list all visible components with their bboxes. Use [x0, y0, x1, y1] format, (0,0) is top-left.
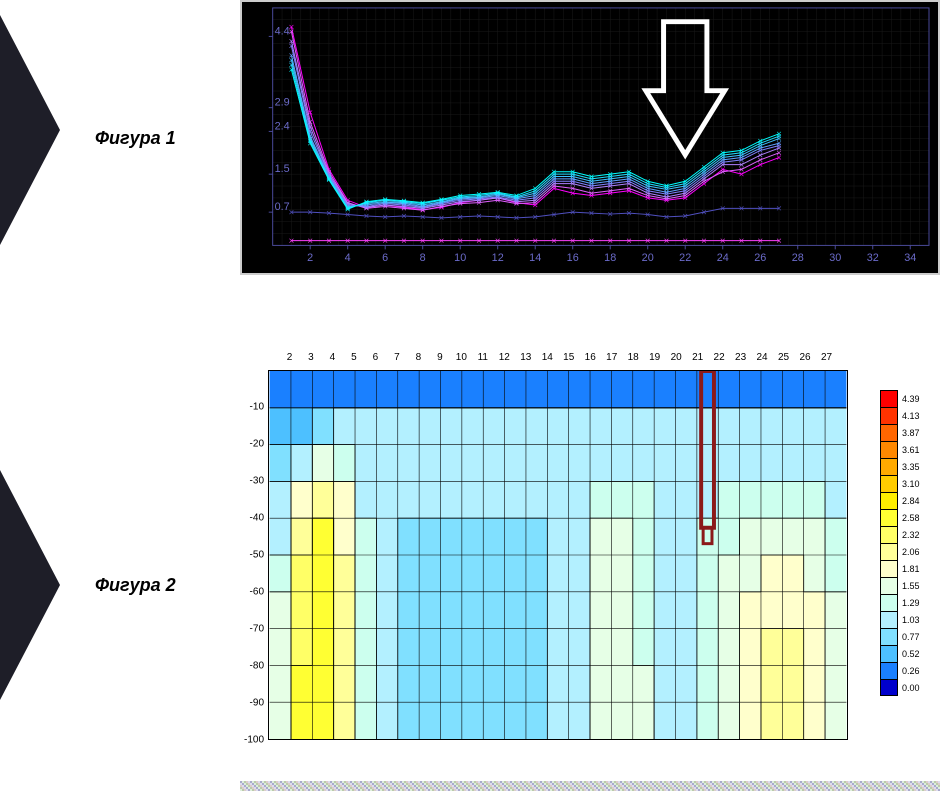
figure2-xtick: 4: [330, 352, 336, 363]
figure2-ytick: -60: [250, 587, 264, 598]
figure2-ytick: -20: [250, 439, 264, 450]
figure2-ytick: -90: [250, 698, 264, 709]
legend-swatch: 0.26: [880, 662, 940, 679]
figure1-label: Фигура 1: [95, 128, 176, 149]
figure2-xtick: 25: [778, 352, 789, 363]
figure2-xtick: 13: [520, 352, 531, 363]
svg-text:26: 26: [754, 252, 766, 264]
decor-chevron-1: [0, 15, 60, 245]
figure2-xtick: 5: [351, 352, 357, 363]
svg-text:32: 32: [867, 252, 879, 264]
svg-text:2.9: 2.9: [275, 97, 290, 109]
figure2-xtick: 18: [628, 352, 639, 363]
svg-text:2.4: 2.4: [275, 120, 290, 132]
figure2-colorbar: 4.394.133.873.613.353.102.842.582.322.06…: [880, 390, 940, 696]
figure2-chart: 2345678910111213141516171819202122232425…: [240, 350, 940, 760]
legend-swatch: 2.84: [880, 492, 940, 509]
svg-text:6: 6: [382, 252, 388, 264]
svg-text:1.5: 1.5: [275, 163, 290, 175]
svg-text:4.4: 4.4: [275, 25, 290, 37]
svg-text:20: 20: [642, 252, 654, 264]
legend-swatch: 1.29: [880, 594, 940, 611]
legend-swatch: 2.06: [880, 543, 940, 560]
figure2-xtick: 27: [821, 352, 832, 363]
figure2-xtick: 20: [671, 352, 682, 363]
figure2-xtick: 22: [714, 352, 725, 363]
svg-text:24: 24: [717, 252, 729, 264]
svg-text:22: 22: [679, 252, 691, 264]
figure2-ytick: -40: [250, 513, 264, 524]
svg-text:12: 12: [492, 252, 504, 264]
svg-text:18: 18: [604, 252, 616, 264]
legend-swatch: 1.03: [880, 611, 940, 628]
figure2-label: Фигура 2: [95, 575, 176, 596]
figure2-xtick: 19: [649, 352, 660, 363]
figure2-xtick: 7: [394, 352, 400, 363]
figure2-xtick: 17: [606, 352, 617, 363]
legend-swatch: 3.10: [880, 475, 940, 492]
figure2-xtick: 26: [799, 352, 810, 363]
legend-swatch: 3.61: [880, 441, 940, 458]
figure2-ytick: -10: [250, 402, 264, 413]
decor-chevron-2: [0, 470, 60, 700]
figure2-xtick: 2: [287, 352, 293, 363]
figure2-xtick: 14: [542, 352, 553, 363]
svg-text:34: 34: [904, 252, 916, 264]
bottom-noise-bar: [240, 778, 940, 788]
figure2-xtick: 6: [373, 352, 379, 363]
figure2-ytick: -30: [250, 476, 264, 487]
legend-swatch: 3.87: [880, 424, 940, 441]
figure2-xtick: 3: [308, 352, 314, 363]
svg-text:16: 16: [567, 252, 579, 264]
legend-swatch: 3.35: [880, 458, 940, 475]
figure2-ytick: -70: [250, 624, 264, 635]
figure2-xtick: 12: [499, 352, 510, 363]
legend-swatch: 1.81: [880, 560, 940, 577]
legend-swatch: 2.32: [880, 526, 940, 543]
svg-text:14: 14: [529, 252, 541, 264]
legend-swatch: 0.52: [880, 645, 940, 662]
legend-swatch: 1.55: [880, 577, 940, 594]
figure2-xtick: 9: [437, 352, 443, 363]
figure2-ytick: -100: [244, 735, 264, 746]
figure2-xtick: 24: [757, 352, 768, 363]
figure2-xtick: 16: [585, 352, 596, 363]
svg-text:8: 8: [420, 252, 426, 264]
svg-text:0.7: 0.7: [275, 201, 290, 213]
svg-text:4: 4: [345, 252, 351, 264]
svg-text:28: 28: [792, 252, 804, 264]
legend-swatch: 4.13: [880, 407, 940, 424]
svg-text:2: 2: [307, 252, 313, 264]
figure2-xtick: 23: [735, 352, 746, 363]
legend-swatch: 4.39: [880, 390, 940, 407]
legend-swatch: 0.00: [880, 679, 940, 696]
figure2-xtick: 21: [692, 352, 703, 363]
legend-swatch: 0.77: [880, 628, 940, 645]
figure2-xtick: 8: [416, 352, 422, 363]
figure2-ytick: -80: [250, 661, 264, 672]
figure1-chart: 2468101214161820222426283032340.71.52.42…: [240, 0, 940, 275]
figure2-xtick: 15: [563, 352, 574, 363]
figure2-xtick: 11: [478, 352, 488, 363]
svg-text:30: 30: [829, 252, 841, 264]
figure2-xtick: 10: [456, 352, 467, 363]
svg-text:10: 10: [454, 252, 466, 264]
legend-swatch: 2.58: [880, 509, 940, 526]
figure2-ytick: -50: [250, 550, 264, 561]
